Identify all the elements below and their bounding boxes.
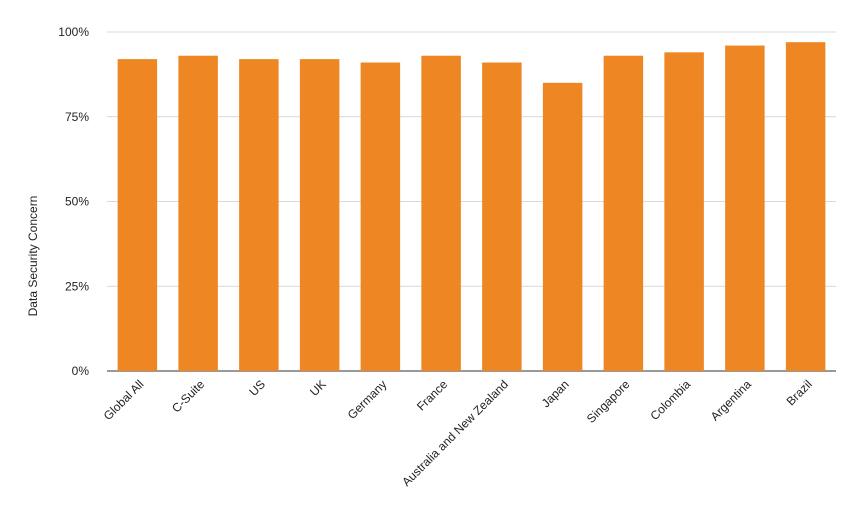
- bar: [542, 82, 583, 371]
- x-tick-label: UK: [307, 377, 329, 399]
- bar: [482, 62, 522, 371]
- bars: [117, 42, 826, 372]
- bar: [725, 45, 765, 372]
- y-tick-label: 50%: [65, 195, 89, 209]
- y-tick-label: 0%: [72, 364, 90, 378]
- x-tick-label: C-Suite: [169, 377, 207, 415]
- bar: [603, 55, 644, 371]
- bar: [117, 59, 158, 372]
- x-tick-labels: Global All C-Suite US UK Germany FranceAustra…: [101, 377, 815, 489]
- bar: [785, 42, 826, 372]
- y-tick-label: 75%: [65, 110, 89, 124]
- x-tick-label: Global All: [101, 377, 147, 423]
- bar: [664, 52, 704, 372]
- bar: [178, 55, 218, 371]
- bar: [421, 55, 461, 371]
- x-tick-label: Brazil: [784, 377, 815, 408]
- x-tick-label: France: [414, 377, 451, 414]
- bar: [239, 59, 279, 372]
- x-tick-label: Argentina: [708, 377, 754, 423]
- bar: [360, 62, 401, 371]
- x-tick-label: US: [246, 377, 268, 399]
- bar: [299, 59, 340, 372]
- x-tick-label: Singapore: [584, 377, 633, 426]
- x-tick-label: Germany: [345, 377, 390, 422]
- y-axis-label: Data Security Concern: [26, 196, 40, 317]
- y-tick-label: 25%: [65, 279, 89, 293]
- x-tick-label: Australia and New Zealand: [399, 377, 511, 489]
- y-tick-label: 100%: [58, 25, 89, 39]
- y-tick-labels: 0% 25% 50% 75% 100%: [58, 25, 89, 378]
- gridlines: [107, 31, 836, 372]
- x-tick-label: Japan: [539, 377, 572, 410]
- x-tick-label: Colombia: [647, 377, 693, 423]
